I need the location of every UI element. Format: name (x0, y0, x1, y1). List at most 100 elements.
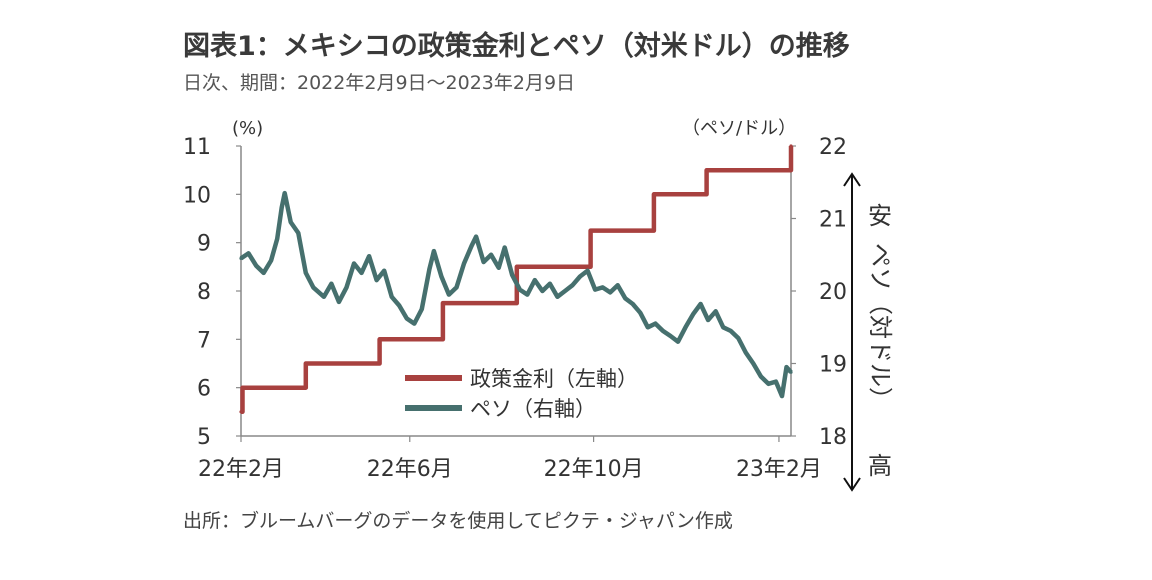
peso-point (518, 288, 522, 292)
peso-point (439, 274, 443, 279)
left-tick-label: 10 (183, 183, 211, 208)
rate-point (304, 361, 308, 366)
peso-point (359, 271, 364, 275)
left-tick-label: 11 (183, 135, 211, 160)
peso-point (375, 278, 379, 282)
rate-point (589, 229, 593, 233)
peso-point (432, 249, 436, 253)
left-tick-label: 7 (197, 328, 211, 353)
peso-point (289, 220, 293, 224)
peso-point (275, 237, 279, 241)
right-axis-unit: （ペソ/ドル） (682, 118, 796, 139)
peso-point (714, 309, 718, 313)
peso-point (420, 307, 424, 311)
peso-point (780, 394, 784, 398)
peso-point (405, 316, 409, 321)
peso-point (623, 296, 627, 300)
peso-point (254, 264, 258, 268)
peso-point (239, 256, 243, 260)
peso-point (616, 283, 620, 287)
rate-point (789, 144, 793, 148)
rate-series-line (240, 146, 794, 415)
peso-point (296, 231, 300, 235)
peso-point (774, 380, 778, 384)
left-tick-label: 6 (197, 377, 211, 402)
peso-point (474, 235, 478, 239)
legend-rate-label: 政策金利（左軸） (470, 367, 638, 391)
peso-point (482, 260, 486, 264)
peso-point (533, 278, 537, 282)
peso-point (489, 253, 493, 257)
side-label-bottom: 高 (868, 452, 892, 480)
peso-point (447, 293, 451, 297)
peso-point (586, 269, 590, 273)
right-tick-label: 20 (819, 280, 847, 305)
side-arrow-down-head (843, 477, 861, 492)
peso-point (462, 261, 466, 266)
peso-point (736, 336, 740, 340)
peso-point (262, 271, 266, 275)
peso-point (397, 303, 401, 308)
peso-point (540, 289, 545, 293)
rate-point (652, 192, 656, 196)
peso-point (344, 285, 349, 289)
left-tick-label: 5 (197, 425, 211, 450)
rate-point (441, 301, 445, 305)
x-tick-label: 22年10月 (544, 457, 644, 482)
peso-point (311, 285, 315, 289)
legend: 政策金利（左軸） ペソ（右軸） (405, 367, 638, 421)
x-tick-label: 22年6月 (367, 457, 453, 482)
right-tick-label: 22 (819, 135, 847, 160)
peso-point (759, 374, 763, 379)
side-arrow-up-head (843, 172, 861, 187)
legend-peso-label: ペソ（右軸） (470, 397, 596, 421)
peso-point (691, 312, 695, 316)
peso-point (427, 267, 431, 271)
peso-point (322, 295, 326, 299)
peso-point (608, 290, 612, 294)
peso-point (525, 293, 529, 297)
peso-point (510, 273, 514, 277)
rate-point (239, 410, 243, 414)
peso-point (668, 334, 673, 338)
peso-point (469, 244, 474, 248)
series-group (239, 144, 794, 415)
peso-point (352, 261, 356, 266)
peso-point (563, 289, 567, 293)
chart-title: 図表1：メキシコの政策金利とペソ（対米ドル）の推移 (183, 31, 850, 62)
chart-subtitle: 日次、期間：2022年2月9日～2023年2月9日 (183, 72, 576, 94)
x-tick-label: 23年2月 (736, 457, 822, 482)
peso-point (789, 370, 793, 374)
right-tick-label: 18 (819, 425, 847, 450)
x-tick-label: 22年2月 (198, 457, 284, 482)
peso-point (601, 285, 605, 289)
peso-point (390, 295, 394, 299)
rate-point (240, 386, 245, 390)
left-axis-unit: (%) (232, 118, 263, 139)
left-tick-label: 8 (197, 280, 211, 305)
peso-point (246, 251, 251, 255)
peso-point (699, 302, 703, 306)
peso-point (337, 300, 341, 304)
peso-point (653, 322, 658, 326)
peso-point (304, 271, 308, 275)
right-tick-label: 21 (819, 208, 847, 233)
peso-point (593, 288, 597, 292)
peso-point (683, 325, 688, 329)
peso-point (676, 340, 680, 344)
rate-point (705, 168, 709, 172)
peso-point (721, 325, 725, 329)
peso-point (661, 329, 665, 333)
peso-point (570, 283, 575, 287)
peso-point (269, 258, 273, 263)
peso-point (751, 361, 755, 366)
right-tick-label: 19 (819, 353, 847, 378)
peso-point (638, 311, 642, 315)
side-label-middle: ペソ（対ドル） (866, 243, 894, 411)
peso-point (412, 322, 416, 326)
peso-point (548, 282, 552, 286)
peso-point (367, 254, 371, 258)
rate-point (378, 337, 382, 341)
peso-point (766, 382, 771, 386)
